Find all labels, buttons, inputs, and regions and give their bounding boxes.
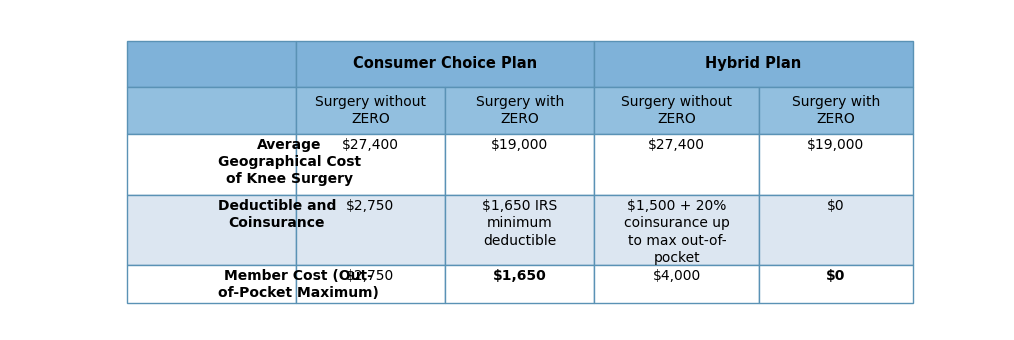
Bar xyxy=(296,195,445,265)
Bar xyxy=(296,41,594,87)
Text: Member Cost (Out-
of-Pocket Maximum): Member Cost (Out- of-Pocket Maximum) xyxy=(218,269,378,300)
Text: $1,650: $1,650 xyxy=(493,269,547,283)
Text: Consumer Choice Plan: Consumer Choice Plan xyxy=(353,56,537,71)
Text: Hybrid Plan: Hybrid Plan xyxy=(706,56,802,71)
Bar xyxy=(759,134,913,195)
Bar xyxy=(759,87,913,134)
Bar xyxy=(594,134,759,195)
Bar xyxy=(296,87,445,134)
Bar xyxy=(296,134,445,195)
Bar xyxy=(594,195,759,265)
Bar xyxy=(127,195,296,265)
Text: Surgery without
ZERO: Surgery without ZERO xyxy=(622,95,732,126)
Text: $19,000: $19,000 xyxy=(807,138,865,152)
Bar xyxy=(445,134,594,195)
Text: $19,000: $19,000 xyxy=(491,138,549,152)
Text: $4,000: $4,000 xyxy=(653,269,701,283)
Bar xyxy=(445,265,594,303)
Text: Average
Geographical Cost
of Knee Surgery: Average Geographical Cost of Knee Surger… xyxy=(218,138,361,186)
Bar xyxy=(127,134,296,195)
Text: Surgery with
ZERO: Surgery with ZERO xyxy=(476,95,564,126)
Text: Deductible and
Coinsurance: Deductible and Coinsurance xyxy=(218,199,336,231)
Text: $2,750: $2,750 xyxy=(346,199,394,213)
Bar xyxy=(127,41,296,87)
Text: $1,500 + 20%
coinsurance up
to max out-of-
pocket: $1,500 + 20% coinsurance up to max out-o… xyxy=(624,199,730,265)
Text: $27,400: $27,400 xyxy=(648,138,706,152)
Text: $2,750: $2,750 xyxy=(346,269,394,283)
Text: Surgery with
ZERO: Surgery with ZERO xyxy=(792,95,880,126)
Text: $27,400: $27,400 xyxy=(342,138,399,152)
Bar xyxy=(759,265,913,303)
Bar xyxy=(445,195,594,265)
Bar xyxy=(127,265,296,303)
Bar xyxy=(594,87,759,134)
Text: $0: $0 xyxy=(827,199,845,213)
Text: $0: $0 xyxy=(826,269,846,283)
Bar xyxy=(594,41,913,87)
Bar xyxy=(759,195,913,265)
Text: $1,650 IRS
minimum
deductible: $1,650 IRS minimum deductible xyxy=(482,199,558,248)
Bar xyxy=(127,87,296,134)
Bar xyxy=(296,265,445,303)
Text: Surgery without
ZERO: Surgery without ZERO xyxy=(315,95,426,126)
Bar xyxy=(594,265,759,303)
Bar xyxy=(445,87,594,134)
